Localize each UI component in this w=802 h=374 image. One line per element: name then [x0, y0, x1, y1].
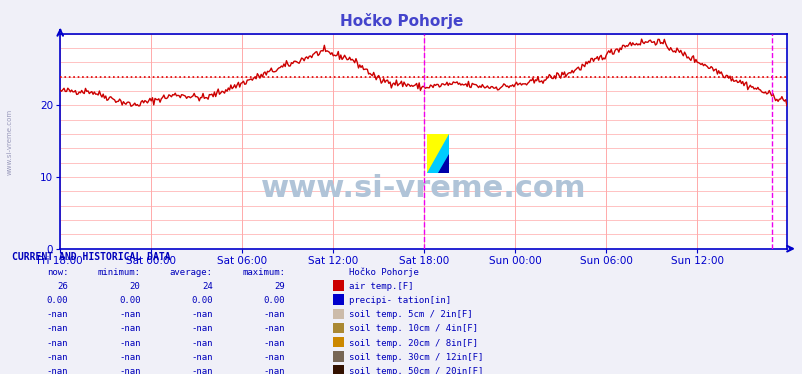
Text: 26: 26 — [58, 282, 68, 291]
Text: -nan: -nan — [119, 367, 140, 374]
Text: 0.00: 0.00 — [263, 296, 285, 305]
Text: -nan: -nan — [119, 324, 140, 333]
Text: -nan: -nan — [263, 324, 285, 333]
Text: soil temp. 50cm / 20in[F]: soil temp. 50cm / 20in[F] — [348, 367, 482, 374]
Text: -nan: -nan — [191, 353, 213, 362]
Text: soil temp. 30cm / 12in[F]: soil temp. 30cm / 12in[F] — [348, 353, 482, 362]
Text: 24: 24 — [202, 282, 213, 291]
Text: 29: 29 — [274, 282, 285, 291]
Text: 0.00: 0.00 — [119, 296, 140, 305]
Polygon shape — [438, 154, 449, 174]
Text: now:: now: — [47, 268, 68, 277]
Text: -nan: -nan — [47, 310, 68, 319]
Text: -nan: -nan — [47, 324, 68, 333]
Text: 0.00: 0.00 — [191, 296, 213, 305]
Text: Hočko Pohorje: Hočko Pohorje — [349, 267, 419, 277]
Text: 20: 20 — [130, 282, 140, 291]
Text: -nan: -nan — [47, 338, 68, 347]
Text: -nan: -nan — [263, 353, 285, 362]
Polygon shape — [426, 134, 449, 174]
Text: -nan: -nan — [191, 367, 213, 374]
Text: minimum:: minimum: — [97, 268, 140, 277]
Text: -nan: -nan — [191, 338, 213, 347]
Text: soil temp. 20cm / 8in[F]: soil temp. 20cm / 8in[F] — [348, 338, 477, 347]
Text: soil temp. 10cm / 4in[F]: soil temp. 10cm / 4in[F] — [348, 324, 477, 333]
Text: -nan: -nan — [119, 310, 140, 319]
Text: 0.00: 0.00 — [47, 296, 68, 305]
Text: Hočko Pohorje: Hočko Pohorje — [339, 13, 463, 29]
Text: www.si-vreme.com: www.si-vreme.com — [261, 174, 585, 203]
Text: average:: average: — [169, 268, 213, 277]
Text: -nan: -nan — [191, 310, 213, 319]
Text: CURRENT AND HISTORICAL DATA: CURRENT AND HISTORICAL DATA — [12, 252, 171, 262]
Polygon shape — [426, 134, 449, 174]
Text: maximum:: maximum: — [241, 268, 285, 277]
Text: -nan: -nan — [47, 353, 68, 362]
Text: air temp.[F]: air temp.[F] — [348, 282, 412, 291]
Text: -nan: -nan — [263, 338, 285, 347]
Text: www.si-vreme.com: www.si-vreme.com — [6, 109, 13, 175]
Text: -nan: -nan — [263, 310, 285, 319]
Text: precipi- tation[in]: precipi- tation[in] — [348, 296, 450, 305]
Text: -nan: -nan — [119, 353, 140, 362]
Text: -nan: -nan — [119, 338, 140, 347]
Text: soil temp. 5cm / 2in[F]: soil temp. 5cm / 2in[F] — [348, 310, 472, 319]
Text: -nan: -nan — [47, 367, 68, 374]
Text: -nan: -nan — [263, 367, 285, 374]
Text: -nan: -nan — [191, 324, 213, 333]
